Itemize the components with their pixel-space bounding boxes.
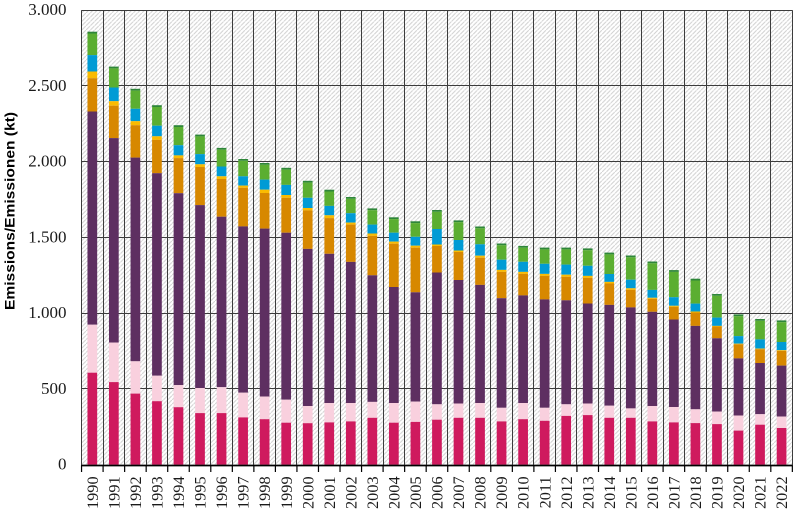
svg-text:2012: 2012 [557,476,576,509]
svg-text:1.500: 1.500 [28,227,66,246]
svg-text:3.000: 3.000 [28,0,66,19]
svg-text:2008: 2008 [471,476,490,509]
svg-text:2006: 2006 [428,476,447,509]
svg-text:1991: 1991 [104,476,123,509]
svg-text:2015: 2015 [621,476,640,509]
svg-text:1995: 1995 [191,476,210,509]
svg-text:2002: 2002 [341,476,360,509]
svg-text:2010: 2010 [514,476,533,509]
svg-text:2020: 2020 [729,476,748,509]
svg-text:2018: 2018 [686,476,705,509]
svg-text:2003: 2003 [363,476,382,509]
svg-text:2022: 2022 [772,476,791,509]
svg-text:2007: 2007 [449,476,468,509]
svg-text:2013: 2013 [578,476,597,509]
svg-text:1994: 1994 [169,476,188,509]
svg-text:2004: 2004 [384,476,403,509]
svg-text:Emissions/Emissionen (kt): Emissions/Emissionen (kt) [3,112,18,310]
svg-text:1998: 1998 [255,476,274,509]
svg-text:2005: 2005 [406,476,425,509]
svg-text:2000: 2000 [298,476,317,509]
svg-text:0: 0 [58,455,67,474]
svg-text:2016: 2016 [643,476,662,509]
svg-text:2014: 2014 [600,476,619,509]
svg-text:2.500: 2.500 [28,76,66,95]
svg-text:2009: 2009 [492,476,511,509]
svg-text:2001: 2001 [320,476,339,509]
svg-text:2019: 2019 [708,476,727,509]
svg-text:1997: 1997 [234,476,253,509]
svg-text:1992: 1992 [126,476,145,509]
svg-text:2011: 2011 [535,476,554,508]
svg-text:2.000: 2.000 [28,152,66,171]
svg-text:2021: 2021 [751,476,770,509]
svg-text:1999: 1999 [277,476,296,509]
svg-text:1990: 1990 [83,476,102,509]
svg-text:2017: 2017 [664,476,683,509]
svg-text:1.000: 1.000 [28,303,66,322]
svg-text:1993: 1993 [148,476,167,509]
svg-text:500: 500 [41,379,67,398]
svg-text:1996: 1996 [212,476,231,509]
